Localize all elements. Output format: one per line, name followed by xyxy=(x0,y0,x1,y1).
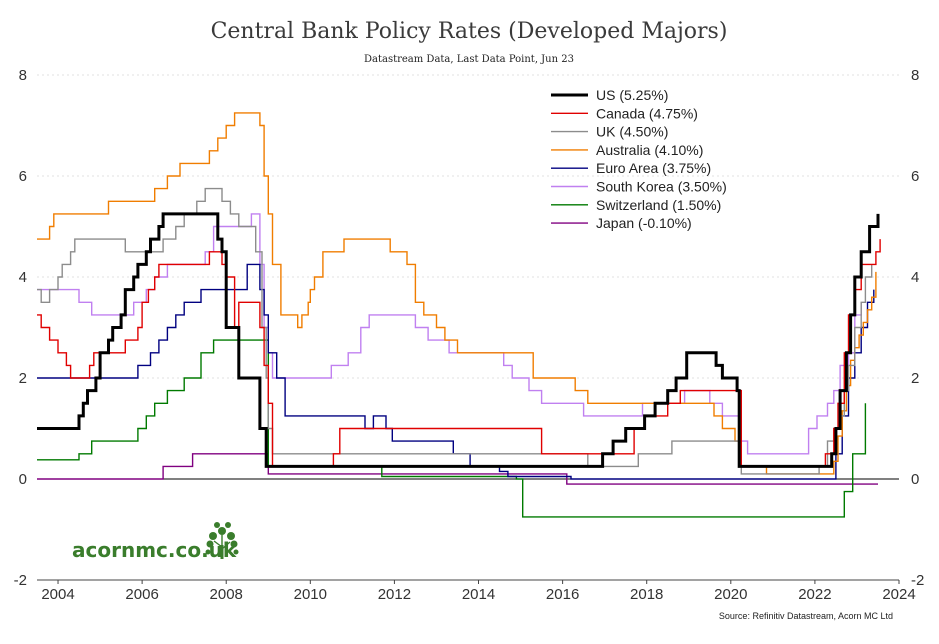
y-tick-label-right: 2 xyxy=(911,370,919,387)
series-line-south-korea xyxy=(37,213,862,455)
series-line-us xyxy=(37,212,880,468)
y-tick-label-left: 4 xyxy=(19,269,27,286)
x-tick-label: 2004 xyxy=(41,586,74,603)
series-line-uk xyxy=(37,187,873,475)
y-tick-label-left: 0 xyxy=(19,471,27,488)
y-tick-label-left: 8 xyxy=(19,67,27,84)
legend: US (5.25%) Canada (4.75%) UK (4.50%) Austra… xyxy=(551,87,727,231)
brand-logo: acornmc.co.uk xyxy=(72,522,239,562)
data-series xyxy=(37,112,881,518)
acorn-tree-icon xyxy=(205,522,239,559)
x-tick-label: 2018 xyxy=(630,586,663,603)
source-note: Source: Refinitiv Datastream, Acorn MC L… xyxy=(719,611,893,621)
series-line-switzerland xyxy=(37,339,867,518)
legend-label-south-korea: South Korea (3.50%) xyxy=(596,179,727,195)
y-tick-label-left: 2 xyxy=(19,370,27,387)
legend-label-switzerland: Switzerland (1.50%) xyxy=(596,197,721,213)
legend-label-australia: Australia (4.10%) xyxy=(596,142,703,158)
chart-title: Central Bank Policy Rates (Developed Maj… xyxy=(211,19,728,44)
x-tick-label: 2010 xyxy=(294,586,327,603)
x-tick-label: 2008 xyxy=(210,586,243,603)
x-tick-label: 2022 xyxy=(798,586,831,603)
y-tick-label-right: -2 xyxy=(911,572,924,589)
y-tick-label-right: 6 xyxy=(911,168,919,185)
legend-label-uk: UK (4.50%) xyxy=(596,124,668,140)
legend-label-japan: Japan (-0.10%) xyxy=(596,215,692,231)
chart-subtitle: Datastream Data, Last Data Point, Jun 23 xyxy=(364,54,574,65)
x-tick-label: 2020 xyxy=(714,586,747,603)
x-tick-label: 2024 xyxy=(882,586,915,603)
y-tick-label-left: 6 xyxy=(19,168,27,185)
legend-label-us: US (5.25%) xyxy=(596,87,668,103)
series-line-japan xyxy=(37,453,878,485)
series-line-australia xyxy=(37,112,877,475)
axes: -2 -2 0 0 2 2 4 4 6 6 8 8 2004 2006 2008 2010 2012 2014 20… xyxy=(14,67,925,603)
y-tick-label-right: 4 xyxy=(911,269,919,286)
y-tick-label-right: 0 xyxy=(911,471,919,488)
x-tick-label: 2006 xyxy=(125,586,158,603)
x-tick-label: 2014 xyxy=(462,586,495,603)
series-line-canada xyxy=(37,239,881,468)
y-tick-label-left: -2 xyxy=(14,572,27,589)
legend-label-canada: Canada (4.75%) xyxy=(596,105,698,121)
y-tick-label-right: 8 xyxy=(911,67,919,84)
x-tick-label: 2012 xyxy=(378,586,411,603)
x-tick-label: 2016 xyxy=(546,586,579,603)
legend-label-euro-area: Euro Area (3.75%) xyxy=(596,160,711,176)
